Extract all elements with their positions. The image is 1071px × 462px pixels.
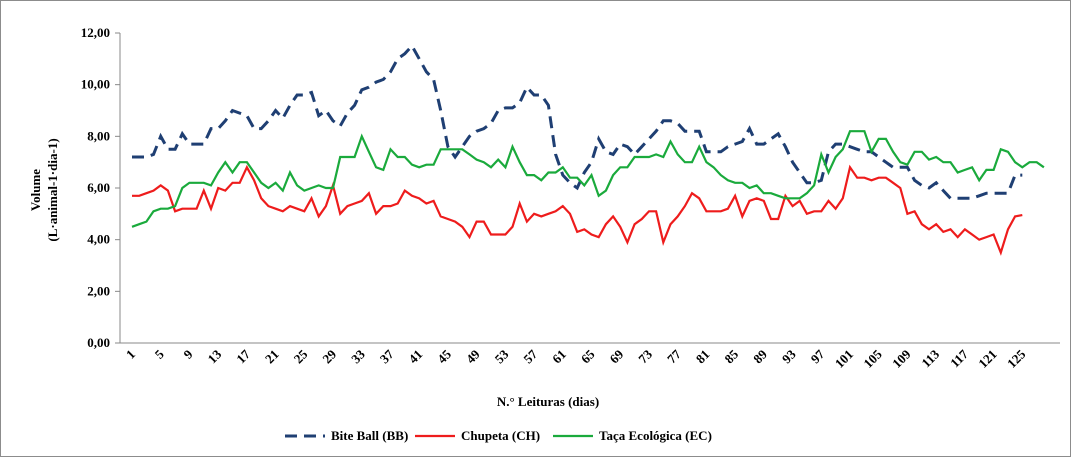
y-tick-label: 6,00 (87, 180, 110, 195)
y-axis-title: Volume (28, 169, 43, 211)
legend-label: Taça Ecológica (EC) (599, 428, 712, 443)
series-line (132, 164, 1023, 256)
x-axis-title: N.° Leituras (dias) (497, 394, 599, 409)
legend-label: Bite Ball (BB) (331, 428, 408, 443)
y-tick-label: 10,00 (81, 77, 110, 92)
series-line (132, 43, 1023, 200)
y-axis-title: (L·animal-1·dia-1) (45, 138, 60, 241)
series-line (131, 130, 1045, 228)
y-tick-label: 4,00 (87, 232, 110, 247)
legend-label: Chupeta (CH) (461, 428, 540, 443)
y-tick-label: 12,00 (81, 25, 110, 40)
y-tick-label: 0,00 (87, 335, 110, 350)
y-tick-label: 8,00 (87, 128, 110, 143)
y-tick-label: 2,00 (87, 283, 110, 298)
